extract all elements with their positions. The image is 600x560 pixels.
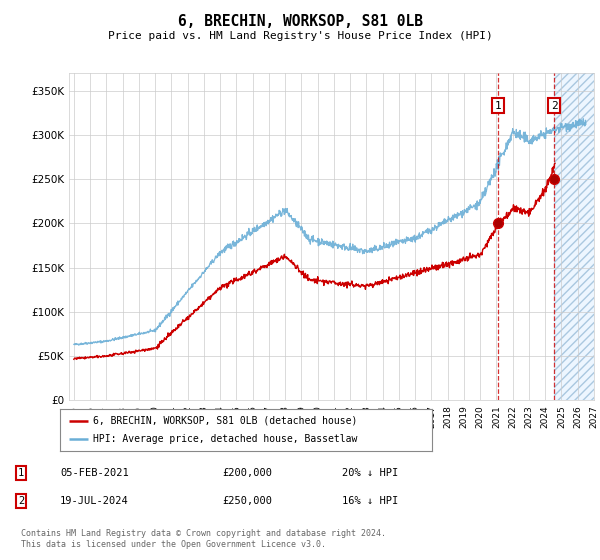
Bar: [554, 73, 600, 400]
Text: £250,000: £250,000: [222, 496, 272, 506]
Text: £200,000: £200,000: [222, 468, 272, 478]
Text: 6, BRECHIN, WORKSOP, S81 0LB: 6, BRECHIN, WORKSOP, S81 0LB: [178, 14, 422, 29]
Text: 19-JUL-2024: 19-JUL-2024: [60, 496, 129, 506]
Text: 1: 1: [494, 101, 502, 110]
Text: Price paid vs. HM Land Registry's House Price Index (HPI): Price paid vs. HM Land Registry's House …: [107, 31, 493, 41]
Text: 2: 2: [551, 101, 557, 110]
Bar: [554, 73, 600, 400]
Text: 2: 2: [18, 496, 24, 506]
Text: 05-FEB-2021: 05-FEB-2021: [60, 468, 129, 478]
Text: 1: 1: [18, 468, 24, 478]
Text: Contains HM Land Registry data © Crown copyright and database right 2024.
This d: Contains HM Land Registry data © Crown c…: [21, 529, 386, 549]
Text: HPI: Average price, detached house, Bassetlaw: HPI: Average price, detached house, Bass…: [94, 434, 358, 444]
Text: 20% ↓ HPI: 20% ↓ HPI: [342, 468, 398, 478]
Text: 16% ↓ HPI: 16% ↓ HPI: [342, 496, 398, 506]
Text: 6, BRECHIN, WORKSOP, S81 0LB (detached house): 6, BRECHIN, WORKSOP, S81 0LB (detached h…: [94, 416, 358, 426]
